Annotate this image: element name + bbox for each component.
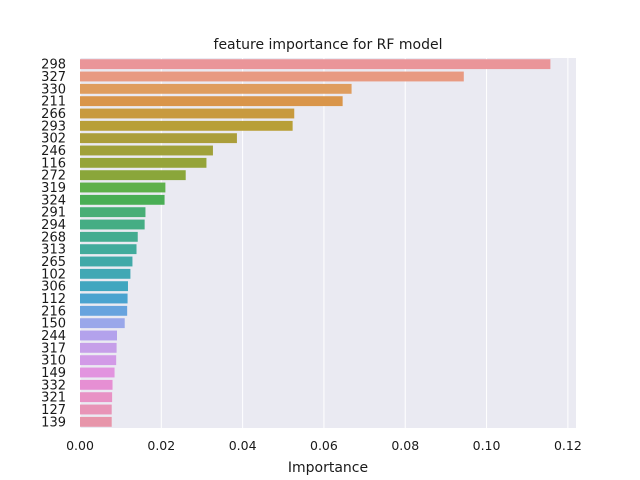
bar-149	[80, 367, 115, 378]
y-tick-label: 216	[41, 304, 66, 319]
y-tick-label: 324	[41, 193, 66, 208]
y-tick-label: 102	[41, 267, 66, 282]
y-tick-label: 294	[41, 218, 66, 233]
bar-298	[80, 59, 551, 70]
bars	[80, 59, 551, 427]
y-tick-label: 293	[41, 119, 66, 134]
x-tick-label: 0.12	[554, 438, 582, 453]
bar-293	[80, 120, 293, 131]
plot-background	[80, 58, 576, 428]
x-tick-label: 0.06	[310, 438, 338, 453]
y-tick-label: 127	[41, 403, 66, 418]
y-tick-label: 139	[41, 415, 66, 430]
bar-266	[80, 108, 295, 119]
y-tick-label: 321	[41, 391, 66, 406]
bar-244	[80, 330, 117, 341]
bar-294	[80, 219, 145, 230]
y-tick-label: 298	[41, 58, 66, 73]
bar-327	[80, 71, 464, 82]
bar-302	[80, 133, 237, 144]
bar-268	[80, 231, 138, 242]
bar-313	[80, 244, 137, 255]
y-tick-label: 116	[41, 156, 66, 171]
x-tick-label: 0.02	[147, 438, 175, 453]
y-tick-label: 265	[41, 255, 66, 270]
x-axis-label: Importance	[288, 460, 368, 476]
y-tick-label: 291	[41, 206, 66, 221]
y-tick-label: 149	[41, 366, 66, 381]
x-tick-label: 0.00	[66, 438, 94, 453]
bar-102	[80, 268, 131, 279]
y-tick-label: 302	[41, 132, 66, 147]
y-tick-label: 310	[41, 354, 66, 369]
y-tick-label: 211	[41, 95, 66, 110]
bar-319	[80, 182, 166, 193]
y-tick-label: 317	[41, 341, 66, 356]
y-tick-label: 319	[41, 181, 66, 196]
gridlines	[79, 58, 569, 428]
y-tick-label: 268	[41, 230, 66, 245]
x-tick-label: 0.08	[391, 438, 419, 453]
y-tick-labels: 2983273302112662933022461162723193242912…	[41, 58, 66, 431]
bar-310	[80, 355, 117, 366]
bar-332	[80, 379, 113, 390]
y-tick-label: 330	[41, 82, 66, 97]
bar-272	[80, 170, 186, 181]
bar-216	[80, 305, 128, 316]
chart-title: feature importance for RF model	[214, 37, 443, 53]
y-tick-label: 272	[41, 169, 66, 184]
bar-150	[80, 318, 125, 329]
x-tick-label: 0.10	[473, 438, 501, 453]
bar-112	[80, 293, 128, 304]
y-tick-label: 244	[41, 329, 66, 344]
y-tick-label: 112	[41, 292, 66, 307]
y-tick-label: 306	[41, 280, 66, 295]
y-tick-label: 313	[41, 243, 66, 258]
bar-116	[80, 157, 207, 168]
bar-265	[80, 256, 133, 267]
y-tick-label: 327	[41, 70, 66, 85]
x-tick-labels: 0.00 0.02 0.04 0.06 0.08 0.10 0.12	[66, 438, 582, 453]
bar-291	[80, 207, 146, 218]
y-tick-label: 246	[41, 144, 66, 159]
bar-127	[80, 404, 112, 415]
bar-324	[80, 194, 165, 205]
bar-139	[80, 416, 112, 427]
y-tick-label: 150	[41, 317, 66, 332]
bar-330	[80, 83, 352, 94]
x-tick-label: 0.04	[229, 438, 257, 453]
bar-321	[80, 392, 113, 403]
y-tick-label: 332	[41, 378, 66, 393]
bar-246	[80, 145, 213, 156]
bar-211	[80, 96, 343, 107]
y-tick-label: 266	[41, 107, 66, 122]
bar-317	[80, 342, 117, 353]
bar-306	[80, 281, 128, 292]
